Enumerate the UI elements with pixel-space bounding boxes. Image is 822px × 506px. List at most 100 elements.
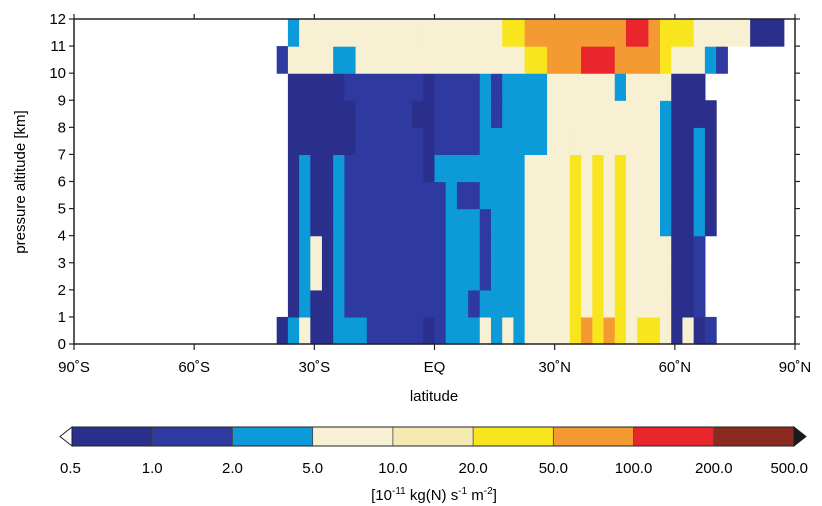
heatmap-cell: [637, 316, 661, 345]
heatmap-cell: [716, 19, 728, 47]
heatmap-cell: [434, 73, 481, 101]
heatmap-cell: [660, 154, 672, 183]
heatmap-cell: [445, 289, 469, 318]
heatmap-cell: [727, 19, 751, 47]
heatmap-cell: [660, 19, 695, 47]
x-tick-label: 30˚N: [538, 359, 571, 376]
heatmap-cell: [299, 154, 311, 183]
heatmap-cell: [693, 46, 706, 74]
heatmap-cell: [581, 46, 616, 74]
heatmap-cell: [614, 316, 627, 345]
heatmap-cell: [276, 46, 289, 74]
heatmap-cell: [423, 154, 436, 183]
heatmap-cell: [660, 46, 672, 74]
heatmap-cell: [502, 73, 548, 101]
heatmap-cell: [344, 73, 368, 101]
heatmap-cell: [671, 181, 695, 210]
heatmap-cell: [479, 127, 503, 156]
colorbar-segment: [72, 427, 153, 446]
y-tick-label: 7: [58, 146, 66, 163]
heatmap-cell: [592, 154, 605, 183]
heatmap-cell: [299, 19, 323, 47]
x-tick-label: EQ: [424, 359, 446, 376]
heatmap-cell: [524, 316, 571, 345]
heatmap-cell: [603, 235, 616, 264]
heatmap-cell: [704, 208, 717, 237]
heatmap-cell: [287, 46, 300, 74]
heatmap-cell: [671, 289, 695, 318]
heatmap-cell: [299, 289, 311, 318]
heatmap-cell: [321, 235, 334, 264]
heatmap-cell: [592, 289, 605, 318]
heatmap-cell: [310, 127, 323, 156]
heatmap-cell: [479, 181, 526, 210]
heatmap-cell: [614, 235, 627, 264]
heatmap-cell: [704, 46, 717, 74]
heatmap-cell: [671, 316, 684, 345]
heatmap-cell: [434, 100, 481, 128]
heatmap-cell: [333, 235, 345, 264]
y-tick-label: 4: [58, 228, 66, 245]
heatmap-cell: [333, 181, 345, 210]
heatmap-cell: [299, 262, 311, 291]
heatmap-cell: [569, 127, 582, 156]
heatmap-cell: [614, 262, 627, 291]
heatmap-cell: [445, 181, 458, 210]
heatmap-cell: [581, 19, 627, 47]
colorbar-tick-label: 5.0: [302, 460, 323, 477]
heatmap-cell: [524, 289, 571, 318]
heatmap-cell: [333, 46, 357, 74]
heatmap-cell: [682, 316, 695, 345]
y-tick-label: 10: [49, 65, 66, 82]
x-tick-label: 90˚N: [779, 359, 812, 376]
heatmap-cell: [445, 208, 481, 237]
colorbar-tick-label: 50.0: [539, 460, 568, 477]
colorbar-tick-label: 10.0: [378, 460, 407, 477]
heatmap-cell: [581, 154, 593, 183]
heatmap-cell: [333, 154, 345, 183]
heatmap-cell: [704, 316, 717, 345]
heatmap-cell: [276, 316, 289, 345]
colorbar-over-triangle: [793, 425, 807, 448]
heatmap-cell: [490, 235, 526, 264]
heatmap-cell: [287, 289, 300, 318]
heatmap-cell: [287, 73, 323, 101]
heatmap-cell: [524, 154, 571, 183]
heatmap-cell: [479, 154, 515, 183]
heatmap-cell: [400, 154, 424, 183]
heatmap-cell: [693, 316, 706, 345]
heatmap-cell: [333, 262, 345, 291]
heatmap-cell: [581, 208, 593, 237]
heatmap-cell: [389, 127, 424, 156]
heatmap-cell: [761, 19, 785, 47]
y-tick-label: 5: [58, 201, 66, 218]
heatmap-cell: [344, 235, 447, 264]
heatmap-cell: [502, 127, 548, 156]
heatmap-cell: [344, 289, 447, 318]
heatmap-cell: [693, 100, 706, 128]
heatmap-cell: [581, 235, 593, 264]
heatmap-cell: [310, 316, 334, 345]
heatmap-cell: [468, 289, 481, 318]
heatmap-cell: [502, 19, 526, 47]
heatmap-cell: [333, 208, 345, 237]
heatmap-cell: [310, 262, 323, 291]
heatmap-cell: [287, 208, 300, 237]
heatmap-cell: [648, 19, 661, 47]
x-tick-label: 30˚S: [298, 359, 330, 376]
heatmap-cell: [569, 154, 582, 183]
heatmap-cell: [321, 262, 334, 291]
heatmap-cell: [434, 127, 481, 156]
heatmap-cell: [321, 100, 334, 128]
heatmap-cell: [287, 154, 300, 183]
heatmap-cell: [299, 181, 311, 210]
y-tick-label: 3: [58, 255, 66, 272]
heatmap-cell: [704, 127, 717, 156]
heatmap-cell: [344, 181, 447, 210]
heatmap-cell: [287, 127, 311, 156]
heatmap-cell: [671, 100, 695, 128]
heatmap-cell: [603, 154, 616, 183]
heatmap-cell: [490, 316, 503, 345]
heatmap-cell: [299, 235, 311, 264]
